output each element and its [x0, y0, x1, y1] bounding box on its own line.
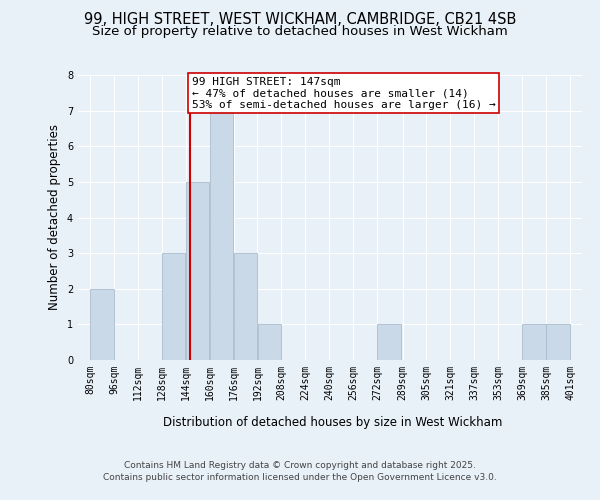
- Bar: [377, 324, 401, 360]
- Bar: [210, 110, 233, 360]
- Text: 99, HIGH STREET, WEST WICKHAM, CAMBRIDGE, CB21 4SB: 99, HIGH STREET, WEST WICKHAM, CAMBRIDGE…: [84, 12, 516, 28]
- Text: 99 HIGH STREET: 147sqm
← 47% of detached houses are smaller (14)
53% of semi-det: 99 HIGH STREET: 147sqm ← 47% of detached…: [191, 77, 496, 110]
- Bar: [547, 324, 570, 360]
- Text: Contains public sector information licensed under the Open Government Licence v3: Contains public sector information licen…: [103, 473, 497, 482]
- Bar: [523, 324, 546, 360]
- Bar: [186, 182, 209, 360]
- Y-axis label: Number of detached properties: Number of detached properties: [49, 124, 61, 310]
- Bar: [162, 253, 185, 360]
- Text: Size of property relative to detached houses in West Wickham: Size of property relative to detached ho…: [92, 25, 508, 38]
- Bar: [257, 324, 281, 360]
- Bar: [234, 253, 257, 360]
- Text: Contains HM Land Registry data © Crown copyright and database right 2025.: Contains HM Land Registry data © Crown c…: [124, 462, 476, 470]
- Text: Distribution of detached houses by size in West Wickham: Distribution of detached houses by size …: [163, 416, 503, 429]
- Bar: [90, 289, 113, 360]
